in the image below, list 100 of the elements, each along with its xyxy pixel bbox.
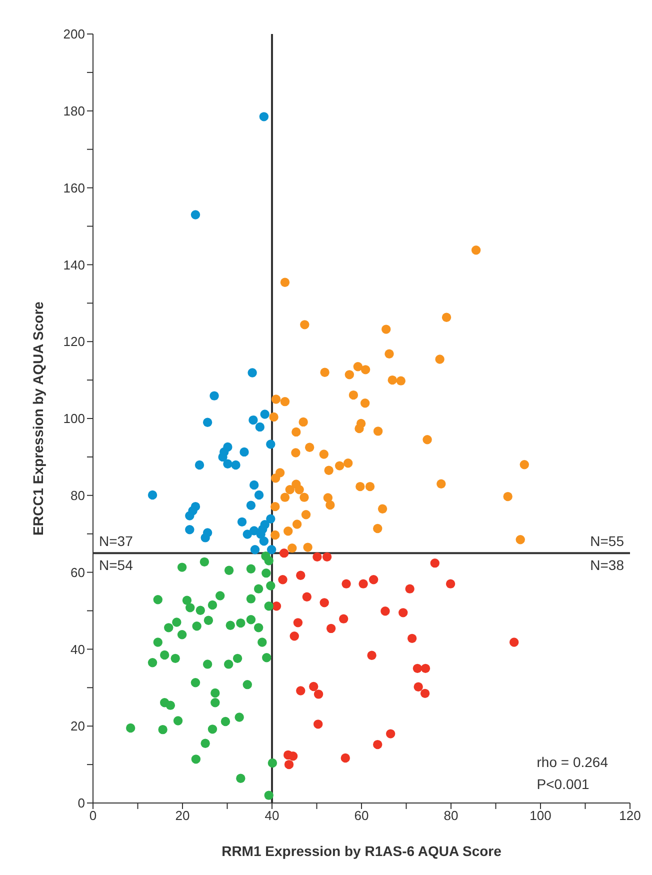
x-tick-label: 40: [264, 808, 280, 824]
point: [218, 452, 228, 462]
point: [380, 606, 390, 616]
point: [164, 623, 174, 632]
point: [190, 210, 200, 220]
point: [309, 682, 318, 692]
point: [248, 415, 258, 425]
point: [210, 391, 219, 400]
point: [271, 394, 281, 404]
point: [294, 485, 304, 494]
point: [365, 482, 375, 492]
point: [248, 368, 257, 378]
point: [258, 638, 267, 647]
point: [268, 758, 278, 768]
point: [304, 442, 314, 452]
point: [367, 650, 376, 660]
point: [279, 548, 289, 558]
point: [322, 552, 332, 562]
point: [266, 581, 276, 590]
point: [320, 598, 329, 608]
point: [185, 511, 194, 520]
point: [382, 324, 391, 334]
point: [301, 510, 311, 520]
point: [360, 365, 370, 374]
point: [254, 623, 264, 632]
point: [158, 724, 168, 734]
point: [360, 398, 370, 408]
point: [250, 545, 260, 554]
point: [126, 723, 136, 733]
point: [210, 688, 220, 698]
point: [246, 614, 256, 624]
point: [303, 542, 312, 552]
point: [340, 753, 350, 763]
point: [242, 680, 252, 690]
point: [259, 112, 269, 122]
point: [246, 594, 256, 604]
point: [520, 460, 529, 470]
y-tick-label: 100: [63, 411, 85, 426]
point: [373, 740, 382, 750]
point: [191, 754, 201, 764]
annotation: N=55: [590, 533, 624, 550]
y-tick-label: 140: [63, 257, 85, 272]
point: [436, 479, 446, 488]
point: [288, 751, 298, 761]
point: [398, 608, 408, 618]
point: [405, 584, 414, 594]
point: [148, 658, 158, 668]
point: [260, 410, 270, 419]
point: [396, 376, 406, 386]
point: [177, 562, 187, 572]
point: [356, 482, 365, 492]
x-tick-label: 0: [89, 808, 97, 824]
point: [407, 634, 417, 644]
point: [266, 514, 276, 524]
point: [280, 396, 290, 406]
point: [358, 579, 368, 588]
y-tick-label: 80: [70, 488, 85, 504]
point: [200, 557, 210, 567]
point: [420, 688, 430, 698]
point: [186, 603, 195, 612]
point: [503, 492, 512, 502]
point: [255, 422, 265, 432]
point: [471, 245, 481, 255]
point: [246, 564, 256, 574]
point: [386, 729, 396, 738]
point: [296, 686, 306, 696]
point: [292, 427, 301, 437]
y-tick-label: 0: [78, 796, 85, 811]
point: [270, 474, 280, 483]
point: [354, 424, 364, 434]
point: [254, 490, 264, 500]
point: [208, 724, 218, 734]
point: [200, 738, 210, 748]
point: [298, 417, 308, 427]
point: [373, 426, 383, 436]
point: [313, 720, 323, 729]
point: [442, 312, 452, 322]
point: [285, 485, 294, 494]
point: [194, 460, 204, 470]
point: [264, 602, 274, 611]
point: [262, 568, 271, 578]
point: [324, 466, 334, 476]
point: [422, 435, 432, 444]
point: [284, 526, 293, 536]
point: [334, 461, 344, 470]
point: [446, 579, 456, 588]
point: [269, 412, 278, 422]
annotation: N=54: [99, 557, 133, 574]
y-tick-label: 20: [70, 718, 85, 734]
point: [204, 616, 214, 625]
point: [373, 524, 382, 534]
point: [166, 700, 176, 710]
point: [339, 614, 348, 624]
point: [300, 492, 309, 502]
point: [202, 660, 212, 669]
point: [232, 654, 242, 664]
point: [343, 458, 353, 468]
point: [378, 504, 388, 514]
point: [202, 418, 212, 427]
point: [314, 690, 324, 699]
